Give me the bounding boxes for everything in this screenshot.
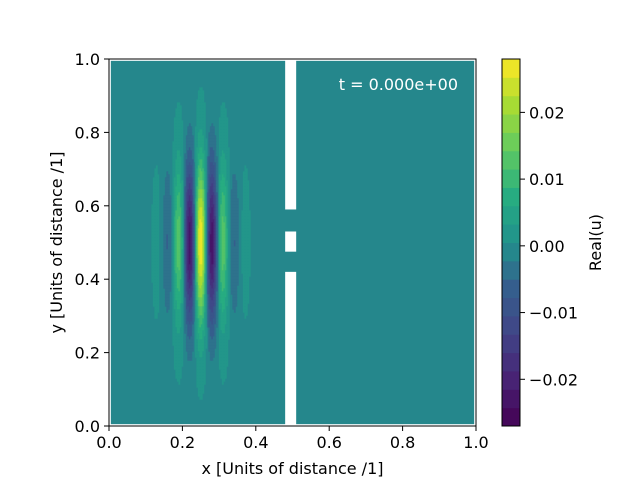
x-axis-label: x [Units of distance /1] [202,459,384,478]
colorbar-segment [502,389,520,409]
y-tick-label: 0.6 [75,197,100,216]
y-tick-label: 0.8 [75,123,100,142]
plot-area [108,58,477,427]
masked-regions [285,59,297,426]
colorbar-segment [502,242,520,262]
x-tick-label: 0.8 [390,433,415,452]
x-tick-label: 1.0 [463,433,488,452]
colorbar-segment [502,334,520,354]
y-tick-label: 1.0 [75,50,100,69]
x-axis: 0.0 0.2 0.4 0.6 0.8 1.0 [96,426,489,452]
colorbar-segment [502,260,520,280]
y-axis-label: y [Units of distance /1] [47,152,66,334]
colorbar-segment [502,77,520,97]
colorbar-segment [502,187,520,207]
masked-region [285,231,297,252]
colorbar-segment [502,169,520,188]
colorbar-segment [502,150,520,170]
colorbar-segment [502,279,520,299]
masked-region [285,271,297,426]
x-tick-label: 0.0 [96,433,121,452]
y-tick-label: 0.2 [75,344,100,363]
colorbar-frame [501,58,521,427]
colorbar-tick-label: 0.02 [529,103,565,122]
colorbar-segment [502,205,520,225]
y-tick-label: 0.4 [75,270,100,289]
x-tick-label: 0.2 [170,433,195,452]
colorbar-tick-label: −0.02 [529,370,578,389]
colorbar-segment [502,297,520,317]
colorbar-segment [502,407,520,427]
masked-region [285,59,297,210]
colorbar: −0.02 −0.01 0.00 0.01 0.02 [501,58,578,427]
colorbar-tick-label: −0.01 [529,304,578,323]
colorbar-segment [502,132,520,152]
colorbar-segment [502,114,520,133]
colorbar-segment [502,59,520,78]
colorbar-segment [502,352,520,372]
x-tick-label: 0.6 [316,433,341,452]
colorbar-segment [502,224,520,243]
colorbar-tick-label: 0.00 [529,237,565,256]
y-tick-label: 0.0 [75,417,100,436]
colorbar-segment [502,315,520,335]
colorbar-label: Real(u) [586,214,605,271]
colorbar-segment [502,95,520,115]
colorbar-tick-label: 0.01 [529,170,565,189]
y-axis: 0.0 0.2 0.4 0.6 0.8 1.0 [75,50,109,436]
time-annotation: t = 0.000e+00 [339,75,458,94]
colorbar-segment [502,370,520,390]
plot-frame [108,58,477,427]
x-tick-label: 0.4 [243,433,268,452]
